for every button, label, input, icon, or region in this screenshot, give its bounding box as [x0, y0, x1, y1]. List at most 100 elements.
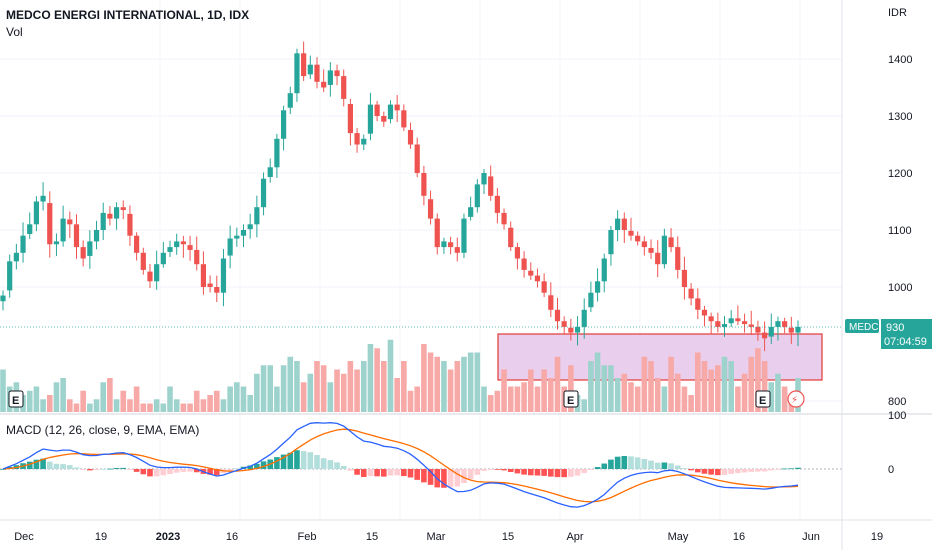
volume-bar — [327, 382, 334, 412]
candle — [681, 256, 688, 300]
chart-title: MEDCO ENERGI INTERNATIONAL, 1D, IDX — [6, 8, 249, 22]
volume-bar — [447, 369, 454, 412]
macd-histogram-bar — [694, 469, 701, 473]
macd-histogram-bar — [481, 469, 487, 471]
volume-bar — [33, 386, 40, 412]
earnings-marker-label: E — [567, 395, 574, 407]
candle — [160, 241, 166, 268]
volume-bar — [648, 361, 654, 412]
macd-histogram-bar — [447, 469, 454, 488]
time-tick-label: 2023 — [156, 531, 180, 543]
candle — [494, 187, 500, 224]
time-tick-label: 16 — [733, 531, 745, 543]
volume-bar — [160, 403, 167, 412]
candle — [20, 222, 26, 263]
volume-bar — [654, 378, 661, 412]
volume-bar — [621, 373, 628, 412]
candle — [100, 202, 106, 241]
volume-bar — [260, 365, 267, 412]
macd-histogram-bar — [314, 455, 320, 469]
macd-histogram-bar — [561, 469, 567, 478]
candle — [274, 133, 280, 178]
volume-bar — [133, 386, 140, 412]
candle — [434, 213, 440, 255]
candle — [628, 217, 634, 241]
volume-label: Vol — [6, 25, 23, 39]
candle — [454, 237, 460, 262]
earnings-marker[interactable]: E — [755, 390, 771, 408]
candle — [621, 212, 627, 243]
candle — [501, 208, 507, 230]
time-axis[interactable]: Dec 19 2023 16 Feb 15 Mar 15 Apr May 16 Jun 19 — [14, 531, 883, 543]
volume-bar — [40, 399, 46, 412]
candle — [113, 202, 120, 230]
macd-histogram-bar — [140, 469, 147, 475]
candle — [47, 191, 53, 258]
candle — [688, 283, 694, 306]
volume-bar — [741, 373, 748, 412]
macd-histogram-bar — [93, 469, 100, 471]
candle — [394, 95, 400, 123]
candle — [554, 298, 561, 330]
macd-histogram-bar — [788, 468, 795, 470]
macd-histogram-bar — [320, 458, 327, 469]
macd-histogram-bar — [33, 459, 40, 469]
volume-bar — [407, 390, 414, 412]
volume-bar — [274, 386, 280, 412]
volume-bar — [661, 386, 668, 412]
volume-bar — [334, 369, 340, 412]
macd-histogram-bar — [187, 469, 193, 472]
candle — [381, 111, 387, 127]
candle — [481, 169, 487, 194]
candle — [280, 105, 287, 151]
dividend-marker[interactable]: ⚡ — [787, 390, 805, 408]
volume-bar — [120, 390, 127, 412]
time-tick-label: Mar — [427, 531, 446, 543]
candle — [287, 86, 293, 115]
macd-histogram-bar — [514, 469, 521, 474]
earnings-marker[interactable]: E — [563, 390, 579, 408]
candle — [341, 69, 347, 107]
macd-histogram-bar — [608, 459, 614, 469]
candle — [260, 172, 267, 216]
macd-histogram-bar — [454, 469, 461, 487]
macd-histogram-bar — [167, 469, 173, 475]
macd-histogram-bar — [173, 469, 180, 473]
candle — [120, 200, 126, 220]
candle — [367, 92, 374, 141]
volume-bar — [380, 361, 387, 412]
volume-bar — [220, 399, 227, 412]
volume-bar — [481, 386, 487, 412]
candle — [782, 317, 788, 334]
candle — [140, 247, 146, 275]
macd-histogram-bar — [67, 465, 73, 469]
macd-histogram-bar — [768, 469, 775, 471]
volume-bar — [454, 361, 461, 412]
support-zone[interactable] — [497, 333, 823, 381]
price-tick-label: 1300 — [888, 111, 912, 123]
volume-bar — [173, 399, 180, 412]
candle — [294, 48, 300, 102]
volume-bar — [507, 386, 514, 412]
macd-histogram-bar — [307, 452, 314, 469]
price-axis[interactable]: 1400 1300 1200 1100 1000 800 — [888, 54, 912, 408]
volume-bar — [681, 386, 688, 412]
volume-bar — [0, 369, 6, 412]
earnings-marker[interactable]: E — [8, 390, 24, 408]
macd-histogram-bar — [401, 469, 407, 477]
candle — [347, 98, 353, 146]
time-tick-label: Feb — [298, 531, 317, 543]
volume-bar — [200, 399, 207, 412]
candle — [668, 228, 674, 253]
macd-histogram-bar — [153, 469, 160, 477]
macd-histogram-bar — [548, 469, 554, 477]
ticker-tag-label: MEDC — [849, 322, 878, 333]
macd-histogram-bar — [461, 469, 467, 483]
macd-histogram-bar — [741, 469, 748, 473]
macd-histogram-bar — [574, 469, 581, 476]
macd-histogram-bar — [327, 460, 334, 469]
candle — [13, 243, 19, 270]
candle — [414, 137, 420, 178]
macd-histogram-bar — [487, 469, 494, 470]
